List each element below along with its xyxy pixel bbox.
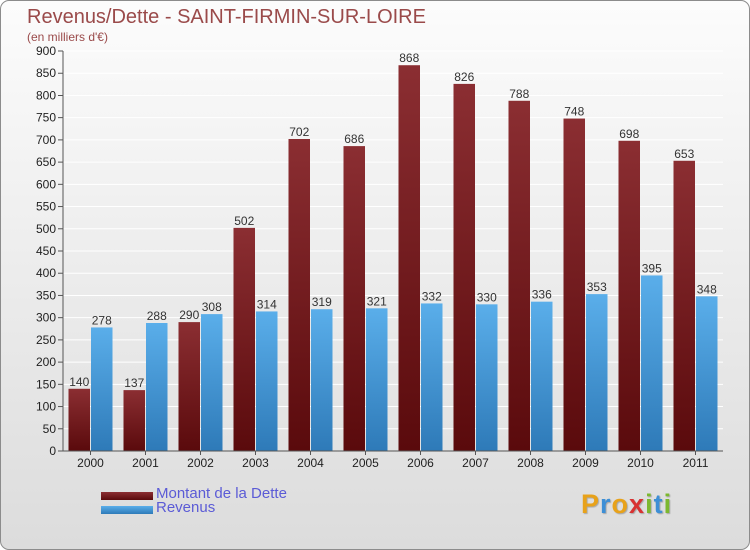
value-label-revenus-2003: 314 <box>257 297 277 311</box>
y-tick-label: 750 <box>36 111 56 125</box>
bar-dette-2008 <box>508 100 530 452</box>
bar-revenus-2009 <box>586 294 608 451</box>
bar-revenus-2006 <box>421 303 443 451</box>
y-tick-label: 800 <box>36 88 56 102</box>
value-label-dette-2001: 137 <box>124 376 144 390</box>
x-tick-label-2008: 2008 <box>517 456 544 470</box>
y-tick-label: 650 <box>36 155 56 169</box>
logo-letter: t <box>653 489 664 519</box>
y-tick-label: 600 <box>36 177 56 191</box>
value-label-dette-2002: 290 <box>179 308 199 322</box>
x-tick-label-2010: 2010 <box>627 456 654 470</box>
x-tick-label-2000: 2000 <box>77 456 104 470</box>
y-tick-label: 700 <box>36 133 56 147</box>
bar-dette-2007 <box>453 83 475 451</box>
bar-dette-2009 <box>563 118 585 452</box>
value-label-dette-2008: 788 <box>509 87 529 101</box>
y-tick-label: 200 <box>36 355 56 369</box>
y-tick-label: 150 <box>36 377 56 391</box>
value-label-dette-2003: 502 <box>234 214 254 228</box>
value-label-dette-2005: 686 <box>344 132 364 146</box>
value-label-dette-2009: 748 <box>564 105 584 119</box>
y-tick-label: 450 <box>36 244 56 258</box>
x-tick-label-2011: 2011 <box>683 456 709 470</box>
x-tick-label-2004: 2004 <box>297 456 324 470</box>
x-tick-label-2001: 2001 <box>132 456 159 470</box>
bar-revenus-2011 <box>696 296 718 451</box>
chart-subtitle: (en milliers d'€) <box>27 30 108 44</box>
value-label-revenus-2002: 308 <box>202 300 222 314</box>
bar-dette-2006 <box>398 65 420 451</box>
value-label-dette-2010: 698 <box>619 127 639 141</box>
bar-dette-2001 <box>123 390 145 451</box>
y-tick-label: 50 <box>43 422 57 436</box>
y-tick-label: 500 <box>36 222 56 236</box>
bar-revenus-2004 <box>311 309 333 451</box>
logo-letter: P <box>581 489 601 519</box>
value-label-dette-2006: 868 <box>399 51 419 65</box>
bar-dette-2005 <box>343 146 365 451</box>
logo-letter: x <box>629 489 646 519</box>
x-tick-label-2009: 2009 <box>572 456 599 470</box>
bar-dette-2011 <box>673 160 695 451</box>
value-label-revenus-2011: 348 <box>697 282 717 296</box>
bar-revenus-2007 <box>476 304 498 451</box>
y-tick-label: 400 <box>36 266 56 280</box>
value-label-revenus-2007: 330 <box>477 290 497 304</box>
bar-revenus-2001 <box>146 323 168 451</box>
bar-dette-2004 <box>288 139 310 451</box>
logo-letter: r <box>600 489 612 519</box>
value-label-revenus-2004: 319 <box>312 295 332 309</box>
legend-swatch-revenus <box>101 506 153 514</box>
bar-revenus-2008 <box>531 301 553 451</box>
value-label-revenus-2005: 321 <box>367 294 387 308</box>
y-tick-label: 250 <box>36 333 56 347</box>
bar-dette-2003 <box>233 227 255 451</box>
y-tick-label: 900 <box>36 44 56 58</box>
value-label-revenus-2009: 353 <box>587 280 607 294</box>
bar-revenus-2005 <box>366 308 388 451</box>
chart-title: Revenus/Dette - SAINT-FIRMIN-SUR-LOIRE <box>27 6 426 28</box>
x-tick-label-2007: 2007 <box>462 456 489 470</box>
logo-letter: i <box>645 489 654 519</box>
legend-swatch-dette <box>101 492 153 500</box>
x-tick-label-2006: 2006 <box>407 456 434 470</box>
logo-letter: i <box>663 489 673 519</box>
value-label-revenus-2010: 395 <box>642 261 662 275</box>
legend-label-revenus: Revenus <box>156 499 216 516</box>
logo-letter: o <box>611 489 630 519</box>
y-tick-label: 850 <box>36 66 56 80</box>
y-tick-label: 550 <box>36 200 56 214</box>
legend-label-dette: Montant de la Dette <box>156 485 287 502</box>
x-tick-label-2002: 2002 <box>187 456 214 470</box>
bar-revenus-2002 <box>201 314 223 451</box>
value-label-dette-2007: 826 <box>454 70 474 84</box>
x-tick-label-2003: 2003 <box>242 456 269 470</box>
value-label-revenus-2008: 336 <box>532 288 552 302</box>
bars <box>68 65 718 452</box>
bar-revenus-2003 <box>256 311 278 451</box>
bar-revenus-2000 <box>91 327 113 451</box>
axes: 0 50 100 150 200 250 300 350 400 450 500 550 600 650 7… <box>36 44 723 470</box>
bar-revenus-2010 <box>641 275 663 451</box>
value-label-dette-2004: 702 <box>289 125 309 139</box>
value-label-revenus-2001: 288 <box>147 309 167 323</box>
grid-lines <box>63 50 723 430</box>
value-label-revenus-2000: 278 <box>92 313 112 327</box>
bar-dette-2002 <box>178 322 200 451</box>
value-label-dette-2011: 653 <box>674 147 694 161</box>
y-tick-label: 300 <box>36 311 56 325</box>
bar-dette-2000 <box>68 388 90 451</box>
y-tick-label: 0 <box>49 444 56 458</box>
value-label-dette-2000: 140 <box>69 375 89 389</box>
value-label-revenus-2006: 332 <box>422 289 442 303</box>
x-tick-label-2005: 2005 <box>352 456 379 470</box>
bar-dette-2010 <box>618 140 640 451</box>
proxiti-logo: Proxiti <box>581 489 672 520</box>
y-tick-label: 350 <box>36 288 56 302</box>
y-tick-label: 100 <box>36 400 56 414</box>
